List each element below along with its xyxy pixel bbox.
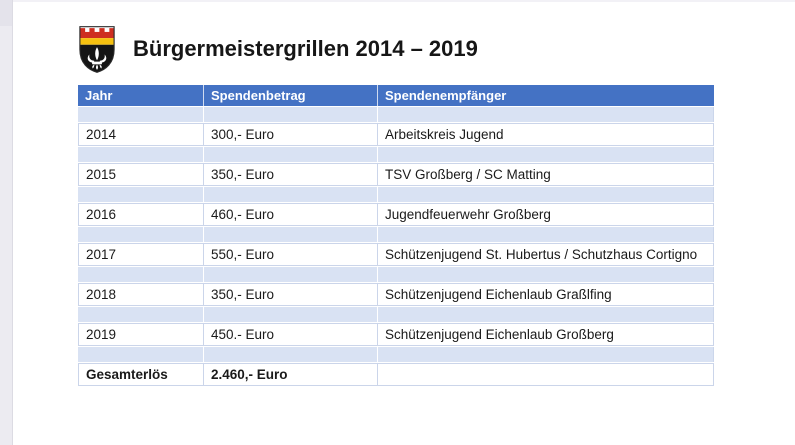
cell-jahr: 2016 bbox=[78, 203, 204, 226]
table-row-2017: 2017 550,- Euro Schützenjugend St. Huber… bbox=[78, 243, 714, 266]
cell-jahr: 2018 bbox=[78, 283, 204, 306]
total-empfaenger bbox=[378, 363, 714, 386]
table-header-row: Jahr Spendenbetrag Spendenempfänger bbox=[78, 85, 714, 106]
spacer-row bbox=[78, 227, 714, 242]
cell-empfaenger: Schützenjugend Eichenlaub Großberg bbox=[378, 323, 714, 346]
cell-betrag: 450.- Euro bbox=[204, 323, 378, 346]
cell-empfaenger: Jugendfeuerwehr Großberg bbox=[378, 203, 714, 226]
col-header-jahr: Jahr bbox=[78, 85, 204, 106]
cell-jahr: 2017 bbox=[78, 243, 204, 266]
spacer-row bbox=[78, 107, 714, 122]
page-top-edge bbox=[0, 0, 795, 2]
table-row-2019: 2019 450.- Euro Schützenjugend Eichenlau… bbox=[78, 323, 714, 346]
spacer-row bbox=[78, 147, 714, 162]
col-header-spendenbetrag: Spendenbetrag bbox=[204, 85, 378, 106]
cell-betrag: 350,- Euro bbox=[204, 283, 378, 306]
donations-table: Jahr Spendenbetrag Spendenempfänger 2014… bbox=[78, 84, 714, 387]
total-row: Gesamterlös 2.460,- Euro bbox=[78, 363, 714, 386]
left-gutter bbox=[0, 0, 13, 445]
table-row-2015: 2015 350,- Euro TSV Großberg / SC Mattin… bbox=[78, 163, 714, 186]
table-row-2014: 2014 300,- Euro Arbeitskreis Jugend bbox=[78, 123, 714, 146]
cell-jahr: 2014 bbox=[78, 123, 204, 146]
left-gutter-top bbox=[0, 0, 12, 26]
document-header: Bürgermeistergrillen 2014 – 2019 bbox=[78, 24, 478, 75]
spacer-row bbox=[78, 187, 714, 202]
cell-jahr: 2015 bbox=[78, 163, 204, 186]
cell-empfaenger: Schützenjugend Eichenlaub Graßlfing bbox=[378, 283, 714, 306]
cell-betrag: 350,- Euro bbox=[204, 163, 378, 186]
cell-betrag: 460,- Euro bbox=[204, 203, 378, 226]
spacer-row bbox=[78, 307, 714, 322]
page-title: Bürgermeistergrillen 2014 – 2019 bbox=[133, 36, 478, 62]
cell-empfaenger: Arbeitskreis Jugend bbox=[378, 123, 714, 146]
cell-empfaenger: Schützenjugend St. Hubertus / Schutzhaus… bbox=[378, 243, 714, 266]
total-betrag: 2.460,- Euro bbox=[204, 363, 378, 386]
table-row-2016: 2016 460,- Euro Jugendfeuerwehr Großberg bbox=[78, 203, 714, 226]
cell-empfaenger: TSV Großberg / SC Matting bbox=[378, 163, 714, 186]
total-label: Gesamterlös bbox=[78, 363, 204, 386]
spacer-row bbox=[78, 267, 714, 282]
spacer-row bbox=[78, 347, 714, 362]
cell-betrag: 550,- Euro bbox=[204, 243, 378, 266]
col-header-spendenempfaenger: Spendenempfänger bbox=[378, 85, 714, 106]
cell-jahr: 2019 bbox=[78, 323, 204, 346]
coat-of-arms-icon bbox=[79, 26, 115, 73]
cell-betrag: 300,- Euro bbox=[204, 123, 378, 146]
table-row-2018: 2018 350,- Euro Schützenjugend Eichenlau… bbox=[78, 283, 714, 306]
